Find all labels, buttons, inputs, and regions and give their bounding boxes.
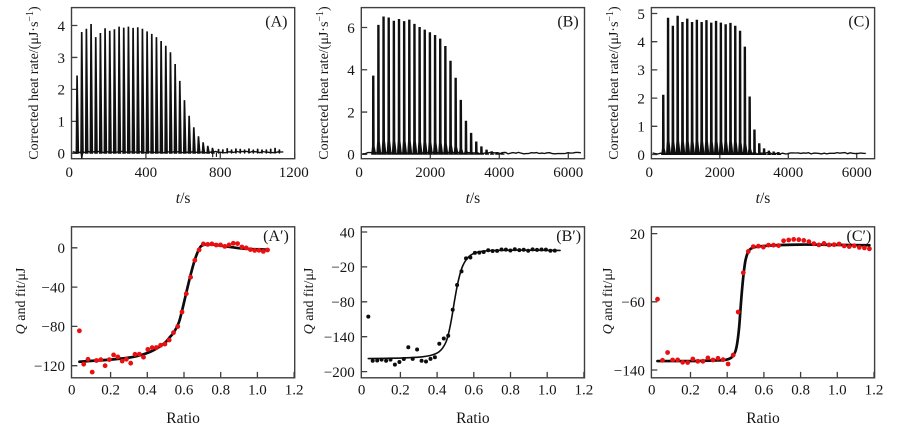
svg-text:1.0: 1.0 (828, 383, 847, 399)
svg-text:4: 4 (347, 63, 355, 79)
svg-text:40: 40 (340, 225, 355, 241)
svg-text:Ratio: Ratio (166, 410, 200, 427)
svg-text:−80: −80 (331, 295, 354, 311)
svg-text:4: 4 (58, 19, 66, 35)
svg-text:(A): (A) (265, 14, 287, 31)
svg-text:0.8: 0.8 (791, 383, 810, 399)
svg-text:(C): (C) (848, 14, 869, 31)
svg-text:0.4: 0.4 (428, 383, 447, 399)
svg-text:3: 3 (58, 51, 66, 67)
svg-text:Corrected heat rate/(μJ·s−1): Corrected heat rate/(μJ·s−1) (605, 6, 622, 160)
svg-text:800: 800 (209, 165, 232, 181)
svg-text:400: 400 (135, 165, 158, 181)
svg-text:0.8: 0.8 (501, 383, 520, 399)
svg-text:0: 0 (66, 165, 74, 181)
svg-text:20: 20 (630, 227, 645, 243)
svg-text:0.2: 0.2 (101, 383, 120, 399)
svg-text:Corrected heat rate/(μJ·s−1): Corrected heat rate/(μJ·s−1) (315, 6, 332, 160)
svg-text:6: 6 (347, 21, 355, 37)
svg-text:2000: 2000 (705, 165, 735, 181)
svg-text:(B): (B) (557, 14, 578, 31)
svg-text:0.4: 0.4 (718, 383, 737, 399)
svg-text:t/s: t/s (176, 190, 191, 207)
svg-text:0.2: 0.2 (391, 383, 410, 399)
svg-text:4000: 4000 (773, 165, 803, 181)
svg-text:4: 4 (637, 35, 645, 51)
svg-text:2: 2 (347, 105, 355, 121)
svg-text:0.8: 0.8 (211, 383, 230, 399)
svg-text:−60: −60 (621, 295, 644, 311)
svg-text:0: 0 (645, 165, 653, 181)
svg-text:5: 5 (637, 7, 645, 23)
svg-text:−120: −120 (34, 359, 65, 375)
svg-text:0.6: 0.6 (755, 383, 774, 399)
svg-text:6000: 6000 (842, 165, 872, 181)
svg-text:0.6: 0.6 (464, 383, 483, 399)
svg-text:3: 3 (637, 63, 645, 79)
svg-text:1: 1 (58, 115, 66, 131)
svg-text:1.0: 1.0 (248, 383, 267, 399)
svg-text:0: 0 (355, 165, 363, 181)
svg-text:0: 0 (637, 148, 645, 164)
svg-text:1.0: 1.0 (538, 383, 557, 399)
svg-text:t/s: t/s (466, 190, 481, 207)
svg-text:2: 2 (58, 83, 66, 99)
svg-text:1.2: 1.2 (575, 383, 594, 399)
svg-text:Q and fit/μJ: Q and fit/μJ (601, 267, 616, 334)
svg-text:0: 0 (58, 241, 66, 257)
svg-text:−80: −80 (42, 320, 65, 336)
svg-text:0.4: 0.4 (138, 383, 157, 399)
svg-text:−40: −40 (42, 280, 65, 296)
svg-text:−200: −200 (324, 365, 355, 381)
svg-text:Ratio: Ratio (746, 410, 780, 427)
svg-text:4000: 4000 (484, 165, 514, 181)
svg-text:0: 0 (648, 383, 656, 399)
svg-text:Corrected heat rate/(μJ·s−1): Corrected heat rate/(μJ·s−1) (25, 6, 42, 160)
svg-text:0: 0 (58, 147, 66, 163)
svg-text:0.6: 0.6 (175, 383, 194, 399)
svg-text:Q and fit/μJ: Q and fit/μJ (302, 267, 317, 334)
svg-text:1.2: 1.2 (865, 383, 884, 399)
svg-text:t/s: t/s (756, 190, 771, 207)
svg-text:−20: −20 (331, 260, 354, 276)
svg-text:0: 0 (68, 383, 76, 399)
svg-text:Ratio: Ratio (456, 410, 490, 427)
svg-text:2: 2 (637, 91, 645, 107)
svg-text:1200: 1200 (279, 165, 309, 181)
svg-text:−140: −140 (614, 363, 645, 379)
svg-text:6000: 6000 (553, 165, 583, 181)
svg-text:0: 0 (358, 383, 366, 399)
svg-text:(A′): (A′) (263, 228, 289, 245)
svg-text:2000: 2000 (415, 165, 445, 181)
svg-text:0.2: 0.2 (681, 383, 700, 399)
svg-text:0: 0 (347, 148, 355, 164)
svg-text:(B′): (B′) (556, 228, 581, 245)
svg-text:−140: −140 (324, 330, 355, 346)
svg-text:(C′): (C′) (846, 228, 871, 245)
svg-text:1: 1 (637, 120, 645, 136)
svg-text:Q and fit/μJ: Q and fit/μJ (14, 267, 29, 334)
svg-text:1.2: 1.2 (285, 383, 304, 399)
